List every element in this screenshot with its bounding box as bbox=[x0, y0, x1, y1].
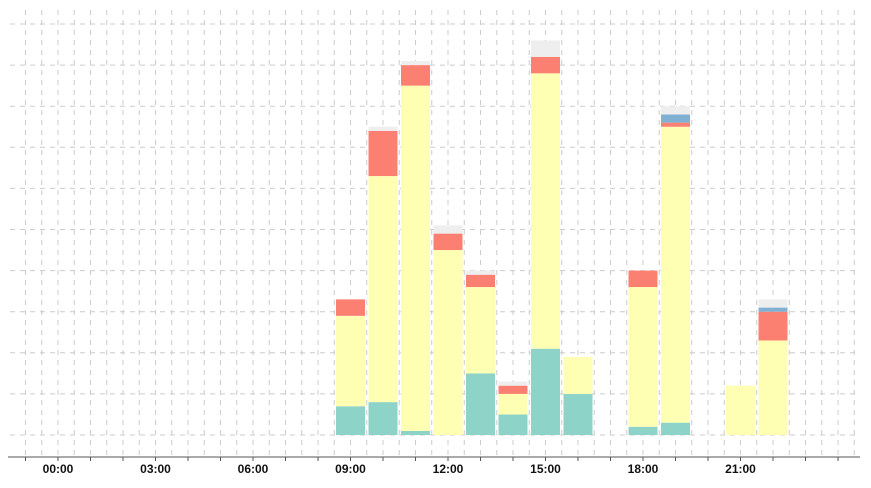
bar-segment-2 bbox=[531, 73, 560, 349]
bar-segment-5 bbox=[531, 40, 560, 57]
bar-stack bbox=[531, 40, 560, 435]
bar-segment-1 bbox=[336, 406, 365, 435]
bar-segment-3 bbox=[433, 233, 463, 251]
x-axis-ticks: 00:00 03:00 06:00 09:00 12:00 15:00 18:00 21:00 bbox=[25, 457, 839, 476]
bar-stack bbox=[758, 299, 788, 435]
bar-segment-5 bbox=[401, 60, 430, 66]
x-tick-label: 15:00 bbox=[530, 462, 561, 476]
bar-stack bbox=[563, 356, 593, 435]
bar-segment-3 bbox=[758, 311, 788, 341]
bar-segment-2 bbox=[726, 385, 755, 435]
bar-segment-5 bbox=[498, 381, 528, 386]
bar-segment-1 bbox=[563, 393, 593, 435]
bar-segment-2 bbox=[433, 250, 463, 435]
bar-segment-2 bbox=[628, 287, 658, 427]
horizontal-gridlines bbox=[10, 23, 860, 436]
bar-segment-2 bbox=[498, 393, 528, 415]
bar-segment-1 bbox=[368, 402, 398, 435]
bar-segment-5 bbox=[466, 270, 495, 275]
x-tick-label: 06:00 bbox=[238, 462, 269, 476]
bar-segment-1 bbox=[401, 430, 430, 435]
bar-stack bbox=[661, 106, 690, 435]
bar-segment-3 bbox=[466, 274, 495, 288]
bar-stack bbox=[498, 381, 528, 435]
x-tick-label: 09:00 bbox=[335, 462, 366, 476]
bar-stack bbox=[401, 60, 430, 435]
bar-stack bbox=[368, 126, 398, 435]
bar-stacks bbox=[336, 40, 788, 435]
bar-segment-5 bbox=[661, 106, 690, 115]
bar-stack bbox=[628, 270, 658, 435]
bar-segment-2 bbox=[758, 340, 788, 435]
bar-segment-3 bbox=[368, 130, 398, 177]
bar-segment-3 bbox=[336, 299, 365, 316]
bar-segment-3 bbox=[401, 65, 430, 86]
bar-segment-3 bbox=[531, 56, 560, 74]
bar-segment-1 bbox=[628, 426, 658, 435]
x-tick-label: 03:00 bbox=[140, 462, 171, 476]
bar-segment-2 bbox=[661, 126, 690, 423]
x-tick-label: 18:00 bbox=[628, 462, 659, 476]
bar-segment-4 bbox=[758, 307, 788, 312]
x-tick-label: 12:00 bbox=[433, 462, 464, 476]
bar-segment-1 bbox=[466, 373, 495, 435]
bar-segment-3 bbox=[498, 385, 528, 394]
bar-segment-2 bbox=[466, 287, 495, 374]
bar-segment-1 bbox=[531, 348, 560, 435]
bar-stack bbox=[336, 299, 365, 435]
bar-segment-5 bbox=[433, 225, 463, 234]
x-tick-label: 00:00 bbox=[43, 462, 74, 476]
bar-segment-3 bbox=[661, 122, 690, 127]
bar-segment-2 bbox=[401, 85, 430, 431]
x-tick-label: 21:00 bbox=[725, 462, 756, 476]
bar-segment-1 bbox=[498, 414, 528, 435]
bar-stack bbox=[433, 225, 463, 435]
bar-segment-4 bbox=[661, 114, 690, 123]
bar-stack bbox=[726, 385, 755, 435]
bar-segment-5 bbox=[758, 299, 788, 308]
bar-segment-2 bbox=[563, 356, 593, 394]
bar-segment-5 bbox=[368, 126, 398, 131]
bar-segment-1 bbox=[661, 422, 690, 435]
bar-segment-2 bbox=[368, 176, 398, 403]
bar-segment-3 bbox=[628, 270, 658, 288]
bar-stack bbox=[466, 270, 495, 435]
bar-segment-2 bbox=[336, 315, 365, 407]
